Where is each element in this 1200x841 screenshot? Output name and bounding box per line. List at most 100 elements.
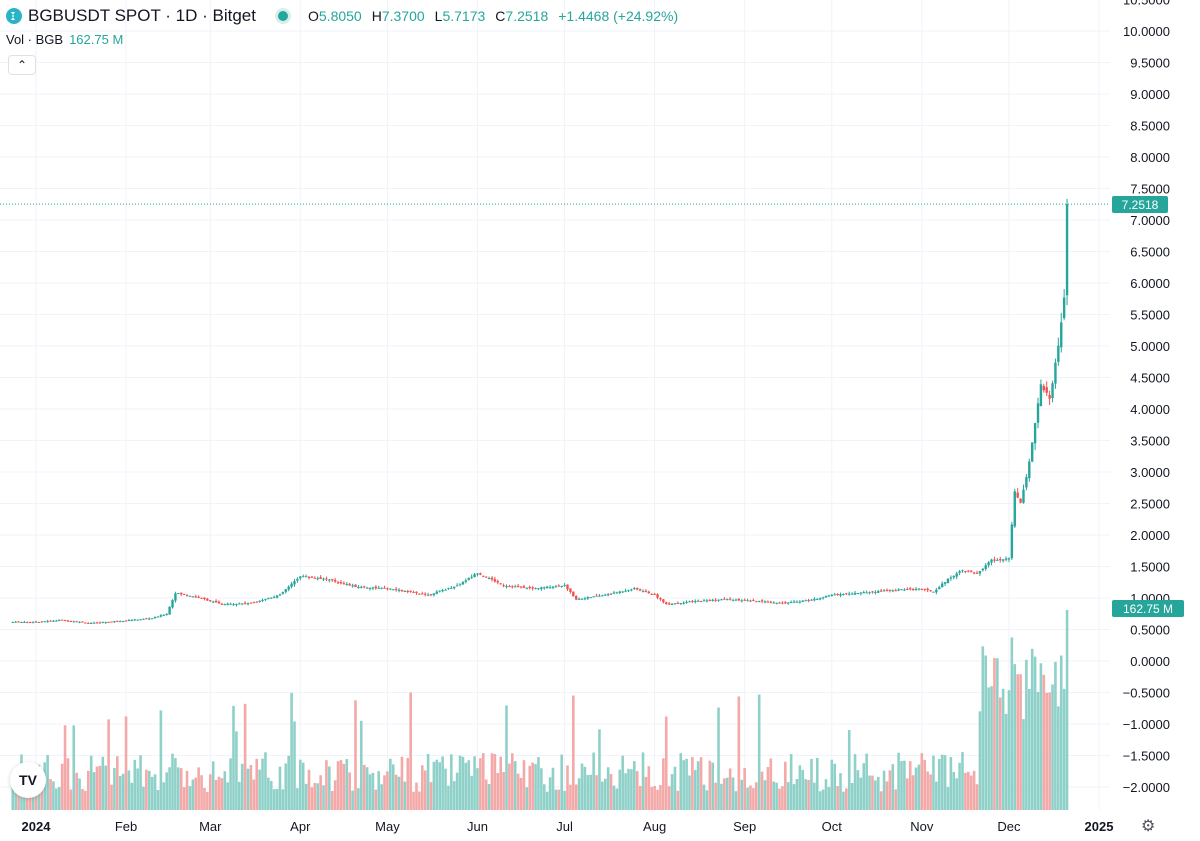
candle-body — [1028, 461, 1031, 479]
candle-body — [43, 621, 46, 623]
candle-body — [961, 570, 964, 572]
volume-bar — [298, 759, 302, 810]
candle-body — [604, 594, 607, 596]
candle-body — [978, 571, 982, 574]
volume-bar — [301, 762, 305, 810]
volume-bar — [1062, 688, 1066, 810]
volume-bar — [81, 788, 84, 810]
volume-bar — [476, 768, 479, 810]
volume-bar — [548, 777, 552, 810]
bitget-logo-icon[interactable] — [6, 8, 22, 24]
volume-bar — [563, 790, 566, 810]
candle-body — [1007, 558, 1011, 560]
volume-bar — [598, 729, 601, 810]
volume-bar — [766, 766, 770, 810]
volume-bar — [885, 781, 889, 810]
candle-body — [101, 622, 105, 624]
candle-body — [203, 597, 206, 600]
volume-bar — [688, 775, 691, 810]
volume-bar — [1048, 692, 1051, 810]
market-status-icon[interactable] — [278, 11, 288, 21]
candle-body — [818, 598, 822, 600]
candle-body — [275, 595, 279, 598]
y-tick-label: 10.0000 — [1123, 24, 1170, 39]
candle-body — [952, 575, 955, 578]
candle-body — [798, 601, 802, 603]
volume-bar — [516, 773, 520, 810]
candle-body — [650, 593, 653, 595]
x-tick-label: Mar — [199, 819, 222, 834]
volume-bar — [572, 695, 575, 810]
candle-body — [958, 571, 961, 574]
candle-body — [665, 602, 668, 605]
candle-body — [371, 587, 375, 589]
volume-bar — [412, 791, 415, 810]
volume-bar — [470, 775, 473, 810]
volume-bar — [1057, 706, 1060, 810]
ohlc-values: O5.8050 H7.3700 L5.7173 C7.2518 +1.4468 … — [308, 8, 679, 24]
candle-body — [246, 603, 250, 605]
candle-body — [990, 559, 993, 563]
candle-body — [618, 591, 621, 594]
symbol-title[interactable]: BGBUSDT SPOT · 1D · Bitget — [28, 6, 256, 25]
volume-bar — [232, 705, 235, 810]
candle-body — [548, 587, 552, 589]
volume-bar — [394, 774, 398, 810]
volume-bar — [211, 761, 215, 810]
candle-body — [563, 585, 566, 587]
volume-bar — [467, 760, 471, 810]
candle-body — [537, 588, 540, 590]
volume-bar — [319, 775, 322, 810]
candle-body — [792, 601, 796, 603]
candle-body — [461, 582, 465, 585]
candle-body — [95, 622, 99, 624]
y-tick-label: 2.0000 — [1130, 528, 1170, 543]
volume-bar — [580, 763, 584, 810]
volume-bar — [897, 752, 900, 810]
candle-body — [511, 586, 514, 588]
candle-body — [859, 592, 863, 594]
volume-bar — [574, 784, 578, 810]
candle-body — [281, 592, 285, 594]
volume-bar — [258, 769, 261, 810]
candle-body — [845, 593, 848, 595]
volume-bar — [752, 788, 755, 810]
candle-body — [964, 570, 967, 572]
volume-bar — [63, 725, 67, 810]
volume-bar — [168, 767, 171, 810]
volume-bar — [423, 770, 427, 810]
candle-body — [293, 581, 296, 585]
y-tick-label: 6.5000 — [1130, 245, 1170, 260]
tradingview-logo-icon[interactable]: TV — [10, 762, 46, 798]
volume-bar — [662, 758, 665, 810]
candle-body — [694, 600, 697, 602]
candle-body — [987, 562, 990, 566]
volume-bar — [920, 753, 924, 810]
candle-body — [575, 596, 578, 600]
candle-body — [557, 585, 560, 587]
candle-body — [255, 601, 258, 603]
gear-icon[interactable]: ⚙ — [1141, 818, 1156, 835]
candle-body — [34, 621, 38, 623]
candle-body — [502, 585, 505, 587]
candle-body — [365, 587, 369, 589]
candle-body — [342, 583, 346, 585]
volume-bar — [693, 770, 697, 810]
collapse-legend-button[interactable]: ⌃ — [8, 55, 36, 75]
candle-body — [850, 593, 854, 595]
volume-bar — [763, 780, 767, 810]
volume-bar — [519, 777, 523, 810]
candle-body — [357, 587, 360, 589]
volume-bar — [182, 787, 186, 810]
candle-body — [211, 601, 215, 603]
volume-bar — [345, 759, 349, 810]
candle-body — [656, 594, 659, 598]
volume-bar — [113, 768, 116, 810]
volume-bar — [589, 774, 593, 810]
candle-body — [935, 589, 938, 593]
volume-bar — [1027, 689, 1031, 810]
volume-bar — [972, 770, 976, 810]
candle-body — [1057, 345, 1060, 362]
chevron-up-icon: ⌃ — [16, 58, 28, 72]
